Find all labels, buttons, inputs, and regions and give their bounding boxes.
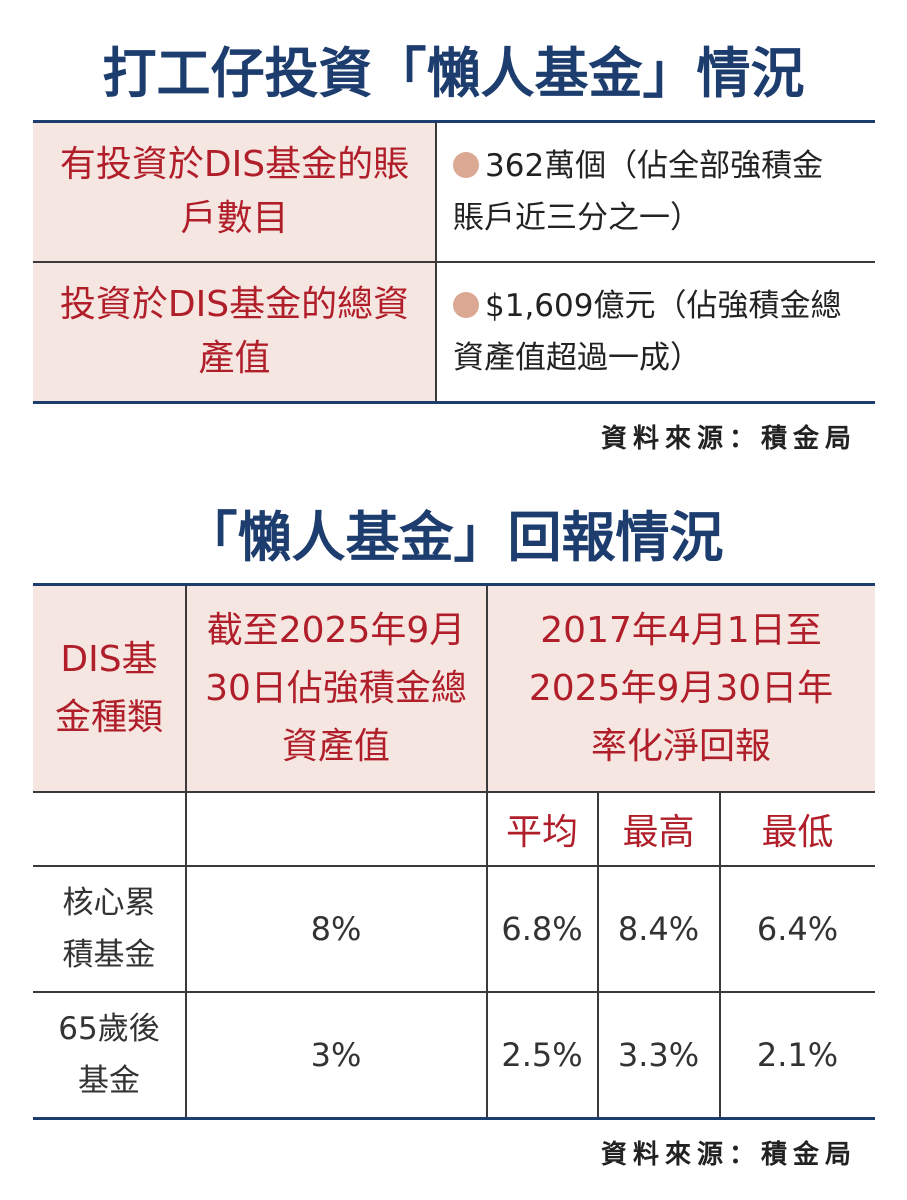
row2-low: 2.1% — [756, 1036, 839, 1074]
table2-title: 「懶人基金」回報情況 — [183, 506, 724, 569]
subheader-average-cell: 平均 — [487, 793, 597, 865]
row2-high: 3.3% — [617, 1036, 700, 1074]
row2-fund-name: 65歲後基金 — [58, 1011, 160, 1099]
subheader-average: 平均 — [505, 812, 578, 853]
row2-avg: 2.5% — [501, 1036, 583, 1074]
row1-high: 8.4% — [617, 910, 700, 948]
row1-avg: 6.8% — [501, 910, 583, 948]
row2-high-cell: 3.3% — [598, 993, 719, 1117]
table1-row1-value: 362萬個（佔全部強積金賬戶近三分之一） — [453, 148, 824, 236]
header-asset-cell: 截至2025年9月30日佔強積金總資產值 — [186, 586, 486, 791]
table-row: 65歲後基金 — [33, 993, 185, 1117]
subheader-divider — [33, 865, 875, 867]
header-fund-type: DIS基金種類 — [54, 638, 163, 738]
table1-row2-label-cell: 投資於DIS基金的總資產值 — [33, 263, 436, 401]
row1-asset-cell: 8% — [186, 867, 486, 991]
table1-source: 資料來源：積金局 — [600, 424, 857, 454]
bullet-icon — [453, 292, 479, 318]
row1-asset: 8% — [310, 910, 362, 948]
col-divider-2 — [486, 586, 488, 1117]
table2-top-border — [33, 583, 875, 586]
subheader-lowest-cell: 最低 — [720, 793, 875, 865]
table-row: 核心累積基金 — [33, 867, 185, 991]
row2-asset-cell: 3% — [186, 993, 486, 1117]
table1-row2-value: $1,609億元（佔強積金總資產值超過一成） — [453, 288, 842, 376]
table2-bottom-border — [33, 1117, 875, 1120]
table1-row1-label-cell: 有投資於DIS基金的賬戶數目 — [33, 123, 436, 261]
row1-low: 6.4% — [756, 910, 839, 948]
table1-bottom-border — [33, 401, 875, 404]
subheader-highest: 最高 — [622, 812, 695, 853]
row2-avg-cell: 2.5% — [487, 993, 597, 1117]
header-fund-type-cell: DIS基金種類 — [33, 586, 185, 791]
row1-low-cell: 6.4% — [720, 867, 875, 991]
header-return-cell: 2017年4月1日至2025年9月30日年率化淨回報 — [487, 586, 875, 791]
table2-source: 資料來源：積金局 — [600, 1140, 857, 1170]
row2-asset: 3% — [310, 1036, 362, 1074]
table1-row2-label: 投資於DIS基金的總資產值 — [59, 284, 410, 379]
subheader-highest-cell: 最高 — [598, 793, 719, 865]
header-divider — [33, 791, 875, 793]
table1-title: 打工仔投資「懶人基金」情況 — [102, 42, 805, 105]
row1-avg-cell: 6.8% — [487, 867, 597, 991]
row2-low-cell: 2.1% — [720, 993, 875, 1117]
table1-top-border — [33, 120, 875, 123]
col-divider-4 — [719, 793, 721, 1117]
table1-row-divider — [33, 261, 875, 263]
row1-high-cell: 8.4% — [598, 867, 719, 991]
row-divider — [33, 991, 875, 993]
bullet-icon — [453, 152, 479, 178]
header-return: 2017年4月1日至2025年9月30日年率化淨回報 — [528, 609, 834, 767]
row1-fund-name: 核心累積基金 — [62, 885, 156, 973]
col-divider-3 — [597, 793, 599, 1117]
table1-row1-value-cell: 362萬個（佔全部強積金賬戶近三分之一） — [437, 123, 875, 261]
table1-col-divider — [435, 123, 437, 401]
table1-row1-label: 有投資於DIS基金的賬戶數目 — [59, 144, 410, 239]
col-divider-1 — [185, 586, 187, 1117]
subheader-lowest: 最低 — [761, 812, 834, 853]
header-asset: 截至2025年9月30日佔強積金總資產值 — [205, 609, 467, 767]
table1-row2-value-cell: $1,609億元（佔強積金總資產值超過一成） — [437, 263, 875, 401]
